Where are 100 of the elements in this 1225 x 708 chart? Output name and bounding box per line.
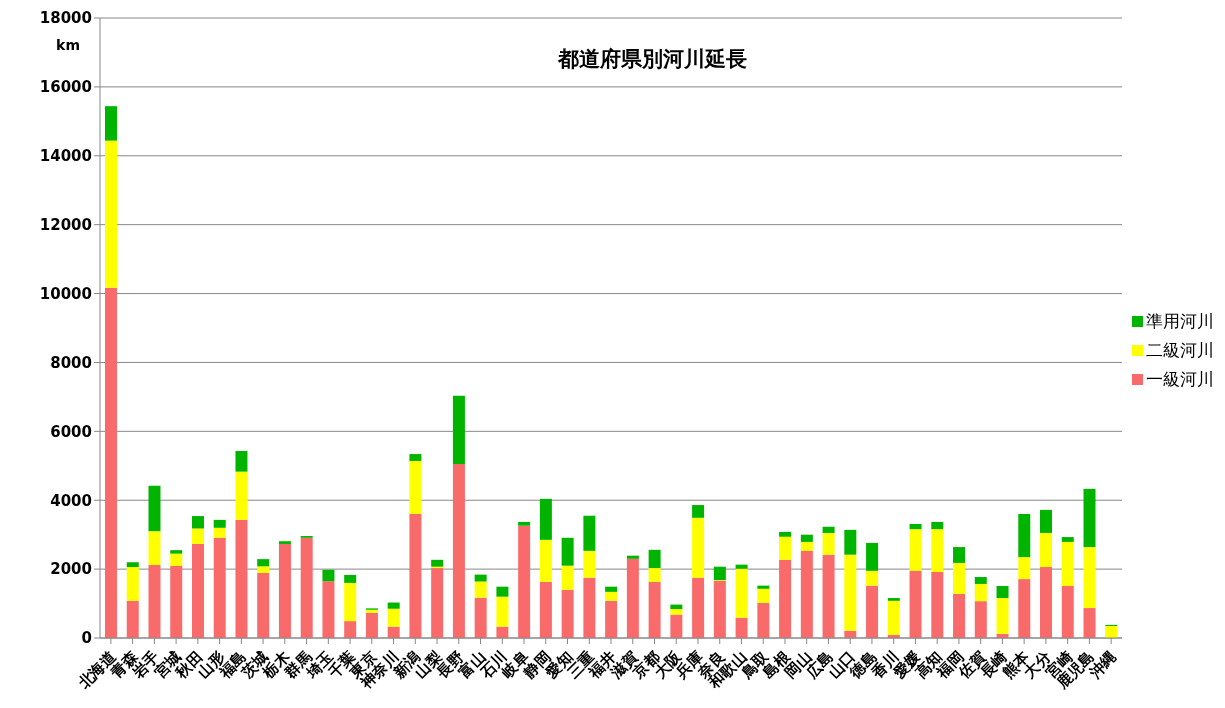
bar [126, 600, 139, 638]
y-tick-label: 18000 [39, 9, 92, 28]
bar [605, 586, 618, 592]
bar [213, 537, 226, 638]
bar [605, 591, 618, 601]
bar [648, 549, 661, 569]
bar [496, 586, 509, 597]
bar [648, 581, 661, 638]
y-tick-label: 4000 [50, 491, 92, 510]
bar [431, 559, 444, 567]
bar [235, 450, 248, 472]
bar [713, 566, 726, 581]
bar [170, 566, 183, 638]
bar [344, 621, 357, 638]
y-tick-label: 6000 [50, 422, 92, 441]
bar [996, 598, 1009, 634]
legend-label: 準用河川 [1146, 309, 1214, 333]
bar [344, 574, 357, 583]
y-tick-label: 16000 [39, 78, 92, 97]
bar [387, 608, 400, 627]
bar [779, 559, 792, 638]
bar [191, 516, 204, 529]
bar [518, 525, 531, 638]
bar [213, 519, 226, 528]
bar [692, 577, 705, 638]
bar [1040, 509, 1053, 533]
bar [105, 140, 117, 288]
bar [953, 562, 966, 594]
bar [648, 568, 661, 582]
bar [539, 539, 552, 582]
y-tick-label: 2000 [50, 560, 92, 579]
bar [931, 571, 944, 638]
bar [170, 550, 183, 554]
y-tick-label: 12000 [39, 215, 92, 234]
bar [235, 471, 248, 520]
bar [909, 529, 922, 571]
bar [605, 600, 618, 638]
bar [409, 514, 422, 638]
bar [1040, 567, 1053, 638]
bar [257, 572, 270, 638]
bar [800, 541, 813, 551]
bar [257, 566, 270, 573]
bar [822, 526, 835, 533]
bar [474, 581, 487, 598]
bar [191, 543, 204, 638]
bar [496, 596, 509, 627]
y-tick-label: 14000 [39, 147, 92, 166]
bar [518, 521, 531, 526]
bar [779, 536, 792, 560]
bar [235, 519, 248, 638]
bar [1083, 608, 1096, 638]
bar [539, 581, 552, 638]
bar [126, 567, 139, 601]
bar [757, 602, 770, 638]
bar [844, 554, 857, 631]
bar [735, 564, 748, 569]
bar [539, 498, 552, 540]
bar [735, 617, 748, 638]
bar [322, 569, 335, 582]
bar [561, 565, 574, 590]
bar [409, 460, 422, 514]
bar [474, 597, 487, 638]
bar [344, 582, 357, 622]
bar [1061, 537, 1074, 542]
legend-label: 二級河川 [1146, 338, 1214, 362]
bar [257, 559, 270, 567]
bar [148, 485, 161, 532]
bar [800, 550, 813, 638]
bar [909, 523, 922, 530]
y-axis-title: km [56, 36, 80, 53]
bar [626, 555, 639, 559]
bar [735, 568, 748, 618]
bar [757, 585, 770, 589]
bar [866, 570, 879, 586]
bar [126, 562, 139, 568]
bar [866, 542, 879, 571]
bar [1040, 532, 1053, 568]
legend-label: 一級河川 [1146, 367, 1214, 391]
bar [887, 600, 900, 635]
bar [300, 537, 313, 638]
bar [779, 531, 792, 537]
bar [561, 589, 574, 638]
bar [996, 585, 1009, 599]
bar [909, 570, 922, 638]
bar [713, 580, 726, 638]
bar [974, 601, 987, 638]
bar [1061, 585, 1074, 638]
bar [105, 287, 117, 638]
y-tick-label: 10000 [39, 284, 92, 303]
bar [1018, 514, 1031, 558]
bar [931, 521, 944, 530]
bar [757, 588, 770, 603]
bar [822, 554, 835, 638]
y-tick-label: 0 [81, 629, 92, 648]
bar [1083, 547, 1096, 609]
bar [213, 527, 226, 538]
bar [387, 602, 400, 609]
bar [692, 505, 705, 518]
bar [953, 593, 966, 638]
bar [278, 543, 291, 638]
